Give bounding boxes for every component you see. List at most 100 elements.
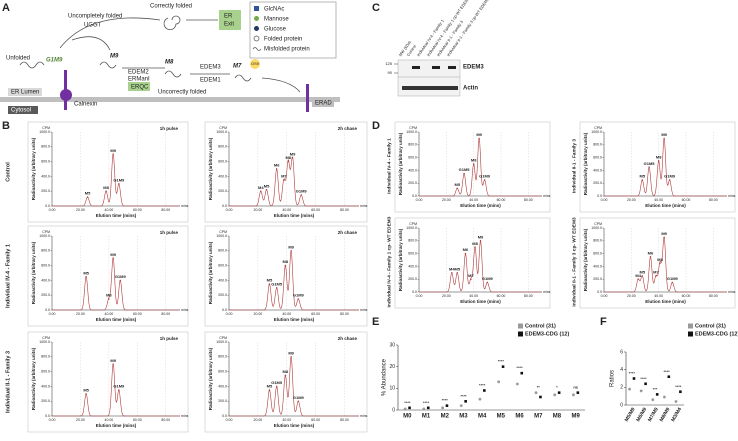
peak: [456, 272, 458, 274]
x-tick-label: 80.00: [709, 198, 718, 202]
y-tick-label: 30: [389, 342, 395, 348]
legend-swatch: [518, 331, 523, 337]
label: EDEM3: [463, 65, 484, 71]
data-point: [483, 389, 486, 392]
band: [412, 66, 420, 69]
er-exit-box: [219, 10, 241, 30]
peak-label: G1M9: [667, 276, 679, 281]
legend-label: Folded protein: [264, 37, 302, 43]
data-point: [501, 365, 505, 368]
panel-letter: C: [372, 2, 380, 14]
data-point: [667, 375, 671, 379]
y-tick-label: 1000.0: [39, 130, 50, 134]
data-point: [520, 371, 524, 375]
unit: mins: [181, 414, 189, 418]
panel-c: C 125 90 EDEM3 Actin MW (kDa) Control In…: [372, 0, 491, 97]
y-tick-label: 800.0: [408, 143, 417, 147]
y-tick-label: 200.0: [408, 277, 417, 281]
panel-letter: E: [372, 316, 379, 328]
trace: [604, 138, 727, 197]
legend-icon: [253, 35, 260, 42]
y-tick-label: 400.0: [41, 384, 50, 388]
trace: [419, 239, 542, 293]
peak: [657, 160, 660, 162]
legend-label: GlcNAc: [264, 7, 284, 13]
peak-label: M9: [478, 234, 484, 239]
peak: [290, 356, 292, 358]
data-point: [515, 382, 519, 386]
y-tick-label: 1000.0: [591, 226, 602, 230]
significance: ****: [404, 400, 411, 405]
peak-label: M9: [110, 252, 116, 257]
x-tick-label: 80.00: [340, 418, 349, 422]
y-tick-label: 0.0: [222, 414, 227, 418]
significance: ****: [640, 376, 647, 381]
x-tick-label: M9: [571, 414, 580, 420]
peak-label: M9: [476, 132, 482, 137]
y-tick-label: 400.0: [41, 174, 50, 178]
y-tick-label: 0.0: [45, 308, 50, 312]
arrow: [261, 77, 301, 93]
peak: [663, 236, 665, 239]
x-axis-label: Elution time (mins): [96, 423, 137, 428]
panel-letter: B: [2, 120, 10, 132]
y-tick-label: 6: [620, 349, 623, 355]
legend-label: Control (31): [525, 323, 556, 329]
x-tick-label: M6: [515, 414, 524, 420]
peak: [112, 153, 114, 155]
x-axis-label: Elution time (mins): [645, 299, 686, 304]
lane-label: Individual II-1 - Family 3 cp-WT EDEM3: [446, 0, 491, 57]
label: M9: [110, 54, 119, 60]
y-tick-label: 20: [389, 364, 395, 370]
x-tick-label: 80.00: [161, 208, 170, 212]
panel-letter: A: [2, 2, 10, 14]
peak-label: G1M5: [644, 161, 656, 166]
x-axis-label: Elution time (mins): [645, 203, 686, 208]
plot-frame: [579, 217, 736, 309]
y-axis-label: Radioactivity (arbitrary units): [583, 228, 588, 291]
marker-label: 90: [388, 70, 393, 75]
label: Correctly folded: [150, 4, 192, 10]
unit: mins: [360, 204, 368, 208]
y-tick-label: 400.0: [593, 168, 602, 172]
plot-title: 1h pulse: [160, 126, 179, 131]
y-tick-label: 400.0: [593, 264, 602, 268]
y-axis-label: % Abundance: [382, 358, 388, 396]
y-tick-label: 1000.0: [406, 226, 417, 230]
lumen-box: [8, 88, 42, 96]
y-tick-label: 600.0: [41, 160, 50, 164]
x-axis-label: Elution time (mins): [460, 299, 501, 304]
unit: CPM: [42, 230, 50, 234]
y-tick-label: 0.0: [412, 194, 417, 198]
data-point: [553, 393, 557, 397]
significance: ****: [479, 383, 486, 388]
legend-icon: [254, 6, 259, 11]
data-point: [445, 404, 449, 407]
x-tick-label: 40.00: [282, 208, 291, 212]
label: M7: [233, 64, 242, 70]
legend-label: Mannose: [264, 17, 289, 23]
panel-a: A Uncompletely folded UGGT Correctly fol…: [0, 1, 340, 114]
x-tick-label: 20.00: [254, 418, 263, 422]
x-tick-label: 0.00: [416, 198, 423, 202]
y-tick-label: 200.0: [218, 293, 227, 297]
label: Uncompletely folded: [68, 14, 122, 20]
y-tick-label: 4: [620, 367, 623, 373]
peak-label: G1M9: [113, 384, 125, 389]
peak: [283, 179, 285, 181]
peak: [483, 179, 486, 181]
label: UGGT: [84, 23, 102, 29]
y-tick-label: 800.0: [218, 355, 227, 359]
label: ER Lumen: [11, 90, 39, 96]
y-axis-label: Radioactivity (arbitrary units): [398, 228, 403, 291]
y-tick-label: 600.0: [41, 370, 50, 374]
legend-swatch: [518, 323, 523, 329]
x-tick-label: 60.00: [682, 198, 691, 202]
y-tick-label: 400.0: [408, 168, 417, 172]
peak-label: M6: [274, 163, 280, 168]
plot-title: 1h pulse: [160, 230, 179, 235]
plot-frame: [394, 217, 551, 309]
peak-label: M9: [110, 148, 116, 153]
peak: [260, 190, 262, 192]
unit: mins: [728, 290, 736, 294]
